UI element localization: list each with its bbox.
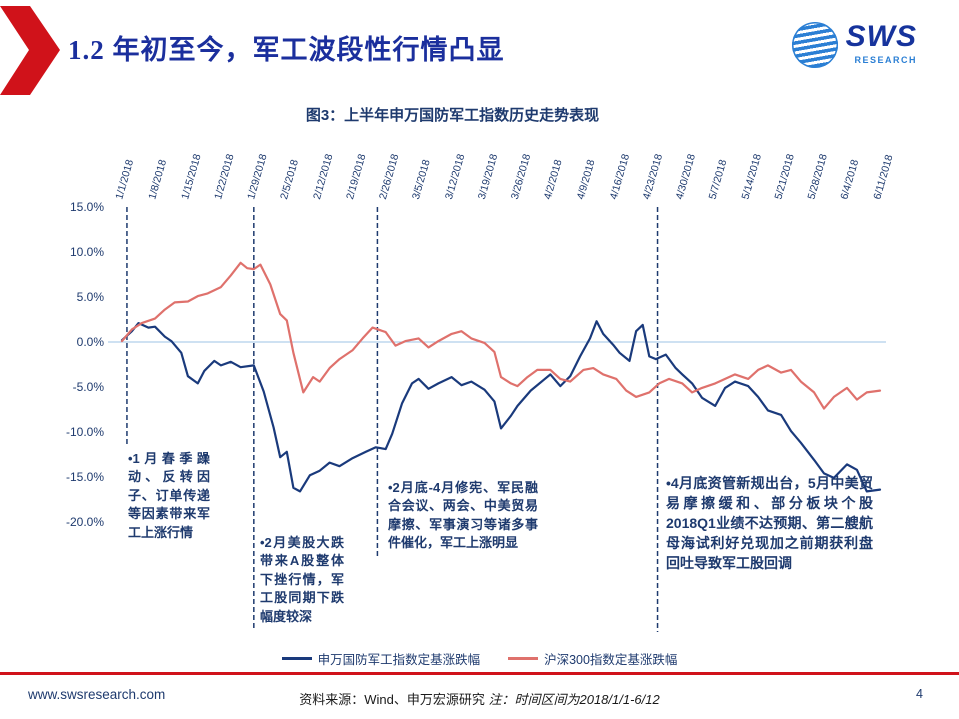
svg-text:4/30/2018: 4/30/2018 <box>674 152 698 200</box>
sws-logo: SWS RESEARCH <box>791 20 917 68</box>
svg-text:4/2/2018: 4/2/2018 <box>542 158 565 201</box>
page-number: 4 <box>916 687 923 701</box>
svg-text:1/29/2018: 1/29/2018 <box>245 152 269 200</box>
svg-text:1/8/2018: 1/8/2018 <box>146 158 169 201</box>
svg-text:-15.0%: -15.0% <box>66 470 104 484</box>
svg-text:1/15/2018: 1/15/2018 <box>179 152 203 200</box>
svg-text:3/5/2018: 3/5/2018 <box>410 158 433 201</box>
svg-text:15.0%: 15.0% <box>70 200 104 214</box>
svg-text:2/12/2018: 2/12/2018 <box>311 152 335 200</box>
svg-text:2/19/2018: 2/19/2018 <box>344 152 368 200</box>
svg-text:3/12/2018: 3/12/2018 <box>443 152 467 200</box>
svg-text:4/23/2018: 4/23/2018 <box>641 152 665 200</box>
svg-text:-10.0%: -10.0% <box>66 425 104 439</box>
sws-globe-icon <box>791 22 838 68</box>
chart-title: 图3：上半年申万国防军工指数历史走势表现 <box>305 107 600 124</box>
red-line-swatch-icon <box>508 657 539 660</box>
annotation-january-rally: •1月春季躁动、反转因子、订单传递等因素带来军工上涨行情 <box>128 451 210 540</box>
page-title: 1.2 年初至今，军工波段性行情凸显 <box>68 35 505 65</box>
svg-text:5.0%: 5.0% <box>77 290 105 304</box>
svg-text:2/26/2018: 2/26/2018 <box>377 152 401 200</box>
sws-logo-text: SWS RESEARCH <box>845 20 917 66</box>
svg-text:3/19/2018: 3/19/2018 <box>476 152 500 200</box>
svg-text:5/7/2018: 5/7/2018 <box>707 158 730 201</box>
website-link[interactable]: www.swsresearch.com <box>28 687 166 702</box>
svg-text:4/16/2018: 4/16/2018 <box>608 152 632 200</box>
svg-text:2/5/2018: 2/5/2018 <box>278 158 301 201</box>
time-range-note: 注：时间区间为2018/1/1-6/12 <box>488 692 660 707</box>
svg-text:4/9/2018: 4/9/2018 <box>575 158 598 201</box>
svg-text:-20.0%: -20.0% <box>66 515 104 529</box>
annotation-february-crash: •2月美股大跌带来A股整体下挫行情，军工股同期下跌幅度较深 <box>260 535 344 624</box>
svg-text:1/22/2018: 1/22/2018 <box>212 152 236 200</box>
svg-text:1/1/2018: 1/1/2018 <box>113 158 136 201</box>
footer-divider <box>0 672 959 675</box>
svg-text:6/11/2018: 6/11/2018 <box>871 153 895 201</box>
svg-text:10.0%: 10.0% <box>70 245 104 259</box>
svg-text:5/14/2018: 5/14/2018 <box>740 152 764 200</box>
svg-text:6/4/2018: 6/4/2018 <box>838 158 861 201</box>
svg-text:5/28/2018: 5/28/2018 <box>805 152 829 200</box>
legend-item-csi300: 沪深300指数定基涨跌幅 <box>508 649 677 668</box>
svg-text:-5.0%: -5.0% <box>73 380 105 394</box>
red-ribbon-icon <box>0 6 60 95</box>
svg-text:5/21/2018: 5/21/2018 <box>772 152 796 200</box>
legend-label-defense-index: 申万国防军工指数定基涨跌幅 <box>317 653 481 667</box>
sws-research-label: RESEARCH <box>854 55 917 65</box>
sws-wordmark: SWS <box>845 20 917 53</box>
legend-label-csi300: 沪深300指数定基涨跌幅 <box>544 653 678 667</box>
chart-legend: 申万国防军工指数定基涨跌幅 沪深300指数定基涨跌幅 <box>0 649 959 668</box>
annotation-april-may-pullback: •4月底资管新规出台，5月中美贸易摩擦缓和、部分板块个股2018Q1业绩不达预期… <box>666 475 873 571</box>
legend-item-defense-index: 申万国防军工指数定基涨跌幅 <box>281 649 481 668</box>
svg-text:0.0%: 0.0% <box>77 335 105 349</box>
blue-line-swatch-icon <box>281 657 312 660</box>
data-source-text: 资料来源：Wind、申万宏源研究 <box>299 692 489 707</box>
annotation-march-april-events: •2月底-4月修宪、军民融合会议、两会、中美贸易摩擦、军事演习等诸多事件催化，军… <box>388 480 538 551</box>
svg-text:3/26/2018: 3/26/2018 <box>509 152 533 200</box>
source-note: 资料来源：Wind、申万宏源研究 注：时间区间为2018/1/1-6/12 <box>0 689 959 708</box>
